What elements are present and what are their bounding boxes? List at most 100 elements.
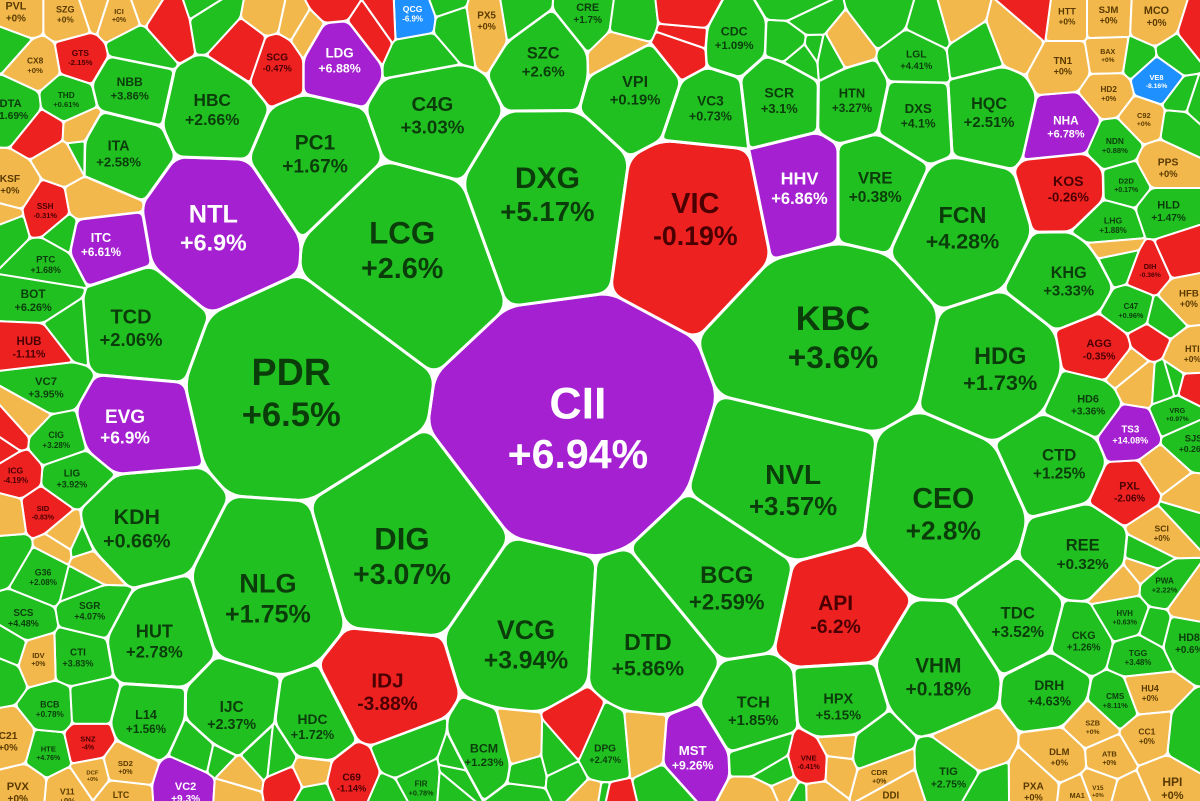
- change-label-vc2: +9.3%: [171, 794, 200, 801]
- filler-cell: [715, 775, 779, 801]
- change-label-sid: -0.83%: [32, 514, 55, 521]
- ticker-label-dig: DIG: [374, 522, 429, 557]
- filler-cell: [1166, 685, 1200, 775]
- change-label-fcn: +4.28%: [926, 230, 1000, 254]
- change-label-kos: -0.26%: [1048, 190, 1090, 205]
- ticker-label-htn: HTN: [839, 86, 866, 101]
- filler-cell: [1127, 323, 1171, 363]
- cell-sci: [1124, 505, 1200, 560]
- filler-cell: [597, 781, 611, 801]
- ticker-label-vic: VIC: [671, 188, 719, 220]
- ticker-label-szb: SZB: [1085, 719, 1100, 728]
- filler-cell: [0, 533, 34, 592]
- ticker-label-g36: G36: [35, 567, 52, 577]
- change-label-c69: -1.14%: [337, 784, 367, 794]
- cell-ltc: [92, 779, 155, 801]
- change-label-kdh: +0.66%: [103, 530, 170, 552]
- change-label-lhg: +1.88%: [1099, 226, 1126, 235]
- change-label-hdg: +1.73%: [963, 370, 1037, 395]
- filler-cell: [540, 686, 605, 760]
- change-label-htn: +3.27%: [832, 101, 873, 115]
- change-label-szg: +0%: [57, 15, 74, 25]
- ticker-label-scg: SCG: [266, 52, 288, 63]
- filler-cell: [0, 492, 27, 537]
- ticker-label-ckg: CKG: [1072, 630, 1096, 642]
- ticker-label-cdc: CDC: [721, 25, 748, 39]
- filler-cell: [1159, 109, 1200, 159]
- ticker-label-sid: SID: [37, 504, 50, 513]
- change-label-pwa: +2.22%: [1152, 586, 1178, 595]
- filler-cell: [842, 0, 916, 50]
- filler-cell: [1138, 606, 1172, 648]
- ticker-label-bot: BOT: [21, 287, 47, 301]
- ticker-label-ve8: VE8: [1150, 73, 1164, 82]
- change-label-qcg: -6.9%: [402, 14, 423, 23]
- change-label-hd8: +0.6%: [1175, 645, 1200, 656]
- filler-cell: [1186, 72, 1200, 126]
- ticker-label-ltc: LTC: [113, 790, 130, 800]
- ticker-label-ma1: MA1: [1070, 791, 1085, 800]
- change-label-ceo: +2.8%: [906, 516, 981, 546]
- filler-cell: [654, 0, 724, 29]
- ticker-label-c92: C92: [1137, 111, 1151, 120]
- change-label-pxl: -2.06%: [1114, 493, 1145, 504]
- change-label-szc: +2.6%: [522, 63, 565, 80]
- ticker-label-ssh: SSH: [37, 202, 54, 211]
- filler-cell: [0, 624, 27, 667]
- change-label-bcb: +0.78%: [36, 710, 65, 719]
- change-label-vre: +0.38%: [849, 189, 902, 206]
- ticker-label-nlg: NLG: [239, 568, 296, 599]
- ticker-label-qcg: QCG: [403, 4, 423, 14]
- filler-cell: [604, 776, 638, 801]
- ticker-label-idv: IDV: [32, 651, 44, 660]
- filler-cell: [189, 0, 245, 56]
- change-label-scr: +3.1%: [761, 101, 798, 116]
- ticker-label-pvl: PVL: [6, 1, 27, 13]
- ticker-label-htt: HTT: [1058, 7, 1076, 17]
- filler-cell: [1146, 294, 1188, 340]
- ticker-label-vre: VRE: [858, 169, 893, 188]
- change-label-l14: +1.56%: [126, 723, 167, 736]
- change-label-dcf: +0%: [87, 777, 98, 783]
- ticker-label-tdc: TDC: [1001, 604, 1036, 623]
- filler-cell: [1123, 557, 1159, 585]
- ticker-label-lgl: LGL: [906, 50, 927, 61]
- ticker-label-dcf: DCF: [86, 771, 99, 777]
- ticker-label-cii: CII: [549, 380, 606, 429]
- ticker-label-c47: C47: [1124, 302, 1139, 311]
- filler-cell: [816, 32, 846, 81]
- change-label-hd6: +3.36%: [1071, 407, 1105, 418]
- ticker-label-khg: KHG: [1051, 264, 1087, 282]
- ticker-label-bcb: BCB: [40, 699, 59, 709]
- ticker-label-dpg: DPG: [594, 744, 616, 755]
- filler-cell: [1138, 444, 1192, 496]
- change-label-fir: +0.78%: [409, 788, 434, 797]
- change-label-lgl: +4.41%: [900, 60, 933, 71]
- change-label-pxa: +0%: [1024, 793, 1044, 801]
- ticker-label-lhg: LHG: [1104, 216, 1123, 226]
- change-label-sjs: +0.26%: [1179, 444, 1200, 454]
- ticker-label-hhv: HHV: [781, 168, 819, 188]
- change-label-ptc: +1.68%: [31, 265, 61, 275]
- filler-cell: [825, 9, 878, 69]
- change-label-d2d: +0.17%: [1114, 187, 1139, 194]
- ticker-label-vc3: VC3: [697, 94, 724, 109]
- ticker-label-dta: DTA: [0, 98, 22, 110]
- filler-cell: [852, 710, 918, 770]
- change-label-atb: +0%: [1102, 760, 1116, 767]
- filler-cell: [69, 676, 121, 725]
- filler-cell: [261, 766, 303, 801]
- ticker-label-hbc: HBC: [193, 90, 230, 110]
- change-label-hhv: +6.86%: [771, 190, 828, 208]
- ticker-label-bcm: BCM: [470, 741, 498, 755]
- ticker-label-hld: HLD: [1157, 200, 1180, 212]
- filler-cell: [0, 657, 28, 709]
- change-label-tcd: +2.06%: [100, 329, 163, 350]
- change-label-c21: +0%: [0, 743, 18, 754]
- ticker-label-dih: DIH: [1144, 262, 1157, 271]
- ticker-label-sd2: SD2: [118, 759, 133, 768]
- change-label-sci: +0%: [1154, 534, 1170, 543]
- change-label-ita: +2.58%: [96, 154, 141, 169]
- change-label-gts: -2.15%: [68, 58, 93, 67]
